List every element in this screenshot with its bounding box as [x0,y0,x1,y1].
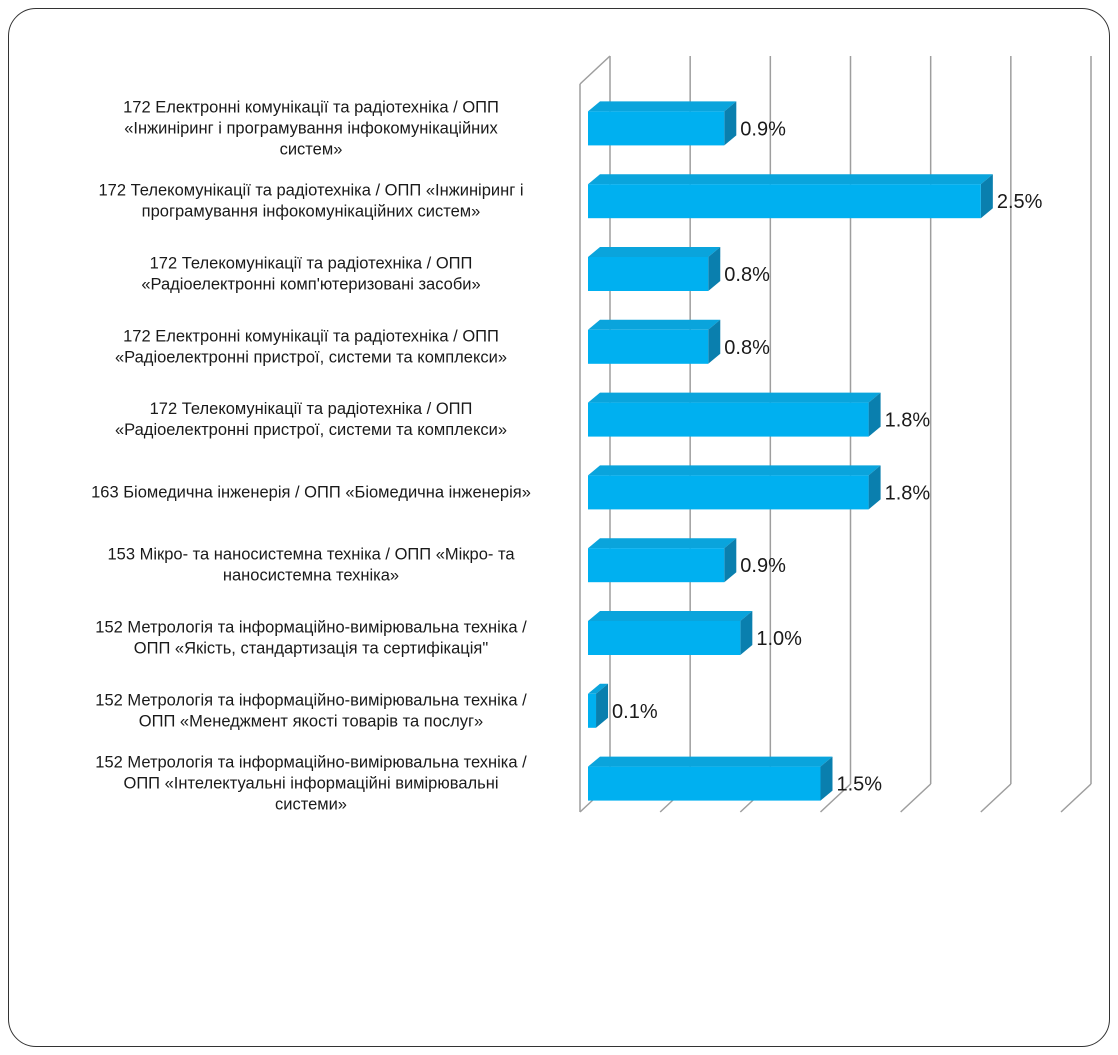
category-label-line: 153 Мікро- та наносистемна техніка / ОПП… [107,546,515,564]
bar-top [588,611,753,621]
category-label-line: 172 Телекомунікації та радіотехніка / ОП… [150,400,473,418]
category-label-line: «Радіоелектронні комп'ютеризовані засоби… [141,276,480,294]
category-label-line: 163 Біомедична інженерія / ОПП «Біомедич… [91,483,531,501]
gridline-floor [980,783,1012,813]
bar-side [708,247,721,291]
category-label: 152 Метрологія та інформаційно-вимірювал… [95,754,527,814]
chart-frame: 0.9% 172 Електронні комунікації та радіот… [8,8,1110,1047]
category-label-line: системи» [275,796,347,814]
category-label-line: ОПП «Менеджмент якості товарів та послуг… [139,712,483,730]
bar-side [980,174,993,219]
category-label: 172 Електронні комунікації та радіотехні… [115,327,507,366]
bar [588,475,869,510]
category-label-line: 172 Електронні комунікації та радіотехні… [123,98,499,116]
bar-side [868,392,881,437]
bar [588,621,741,655]
bar-top [588,756,833,767]
category-label-line: ОПП «Якість, стандартизація та сертифіка… [134,640,489,658]
category-label-line: «Інжиніринг і програмування інфокомуніка… [124,119,498,137]
bar-top [588,538,737,549]
bar [588,111,725,146]
category-label: 172 Телекомунікації та радіотехніка / ОП… [115,400,507,439]
bar-top [588,392,881,403]
category-label: 153 Мікро- та наносистемна техніка / ОПП… [107,546,515,585]
category-label: 152 Метрологія та інформаційно-вимірювал… [95,619,527,658]
value-label: 1.5% [837,774,883,796]
category-label: 152 Метрологія та інформаційно-вимірювал… [95,691,527,730]
bar-side [724,538,737,583]
value-label: 1.8% [885,482,931,504]
bar-side [820,756,833,801]
bar [588,548,725,583]
bar [588,766,821,801]
value-label: 0.8% [724,264,770,286]
bar-top [588,174,993,185]
category-label-line: 152 Метрологія та інформаційно-вимірювал… [95,754,527,772]
category-label-line: «Радіоелектронні пристрої, системи та ко… [115,421,507,439]
value-label: 0.1% [612,701,658,723]
bar-side [724,101,737,146]
category-label-line: наносистемна техніка» [223,567,399,585]
category-label-line: 152 Метрологія та інформаційно-вимірювал… [95,691,527,709]
bar [588,257,709,291]
bar-side [596,683,609,728]
axis-left-wall-top [579,55,611,85]
bar-top [588,101,737,112]
value-label: 1.8% [885,410,931,432]
category-label: 172 Телекомунікації та радіотехніка / ОП… [98,182,523,221]
bar-top [588,465,881,476]
bar-top [588,683,609,694]
bar [588,329,709,364]
value-label: 2.5% [997,191,1043,213]
category-label-line: 172 Електронні комунікації та радіотехні… [123,327,499,345]
value-label: 1.0% [756,628,802,650]
bar [588,693,597,728]
bar-side [708,319,721,364]
value-label: 0.9% [740,118,786,140]
category-label-line: систем» [280,140,343,158]
bar-top [588,247,721,257]
category-label: 172 Телекомунікації та радіотехніка / ОП… [141,255,480,294]
category-label: 172 Електронні комунікації та радіотехні… [123,98,499,158]
gridline-floor [819,783,852,813]
category-label: 163 Біомедична інженерія / ОПП «Біомедич… [91,483,531,501]
bar [588,184,981,219]
value-label: 0.8% [724,337,770,359]
category-label-line: ОПП «Інтелектуальні інформаційні вимірюв… [123,775,498,793]
category-label-line: 152 Метрологія та інформаційно-вимірювал… [95,619,527,637]
bar [588,402,869,437]
category-label-line: 172 Телекомунікації та радіотехніка / ОП… [150,255,473,273]
gridline-floor [1060,783,1092,813]
category-label-line: «Радіоелектронні пристрої, системи та ко… [115,348,507,366]
value-label: 0.9% [740,555,786,577]
gridline-floor [900,783,932,813]
bar-side [740,611,753,655]
bar-side [868,465,881,510]
category-label-line: 172 Телекомунікації та радіотехніка / ОП… [98,182,523,200]
category-label-line: програмування інфокомунікаційних систем» [142,203,481,221]
bar-top [588,319,721,330]
bar-chart: 0.9% 172 Електронні комунікації та радіот… [91,55,1092,814]
